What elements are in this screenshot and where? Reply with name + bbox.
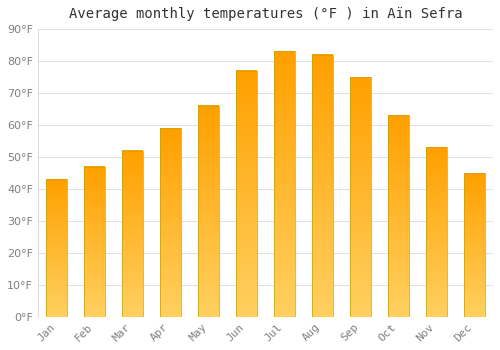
Bar [350,77,370,317]
Bar [388,116,408,317]
Bar [426,147,446,317]
Bar [198,106,219,317]
Bar [84,167,105,317]
Bar [274,51,295,317]
Bar [46,179,67,317]
Bar [236,71,257,317]
Bar [312,55,333,317]
Bar [122,150,143,317]
Bar [160,128,181,317]
Bar [464,173,484,317]
Title: Average monthly temperatures (°F ) in Aïn Sefra: Average monthly temperatures (°F ) in Aï… [68,7,462,21]
